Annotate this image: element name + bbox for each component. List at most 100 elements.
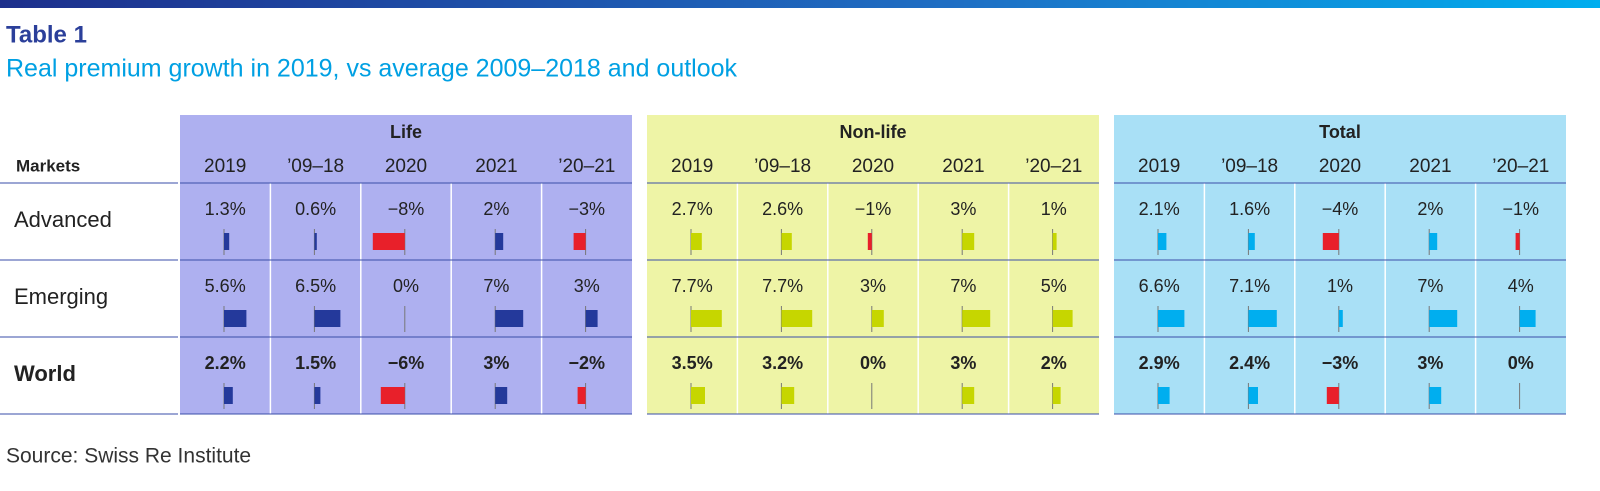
- cell-bar: [781, 233, 792, 250]
- cell-value: 7%: [950, 276, 976, 296]
- cell-value: −3%: [569, 199, 606, 219]
- column-header: 2020: [1319, 156, 1361, 177]
- column-header: ’09–18: [754, 156, 811, 177]
- cell-value: −4%: [1322, 199, 1359, 219]
- column-header: ’20–21: [1492, 156, 1549, 177]
- cell-bar: [495, 310, 524, 327]
- cell-bar: [1429, 310, 1458, 327]
- cell-bar: [1052, 310, 1073, 327]
- cell-value: 3%: [950, 199, 976, 219]
- column-header: 2019: [204, 156, 246, 177]
- cell-bar: [314, 310, 341, 327]
- cell-bar: [314, 233, 317, 250]
- group-background: [1114, 115, 1566, 414]
- cell-bar: [585, 310, 598, 327]
- cell-value: 1%: [1327, 276, 1353, 296]
- cell-bar: [372, 233, 405, 250]
- cell-bar: [781, 310, 813, 327]
- cell-value: −1%: [1503, 199, 1540, 219]
- cell-value: 7%: [483, 276, 509, 296]
- column-header: ’09–18: [287, 156, 344, 177]
- cell-value: 1%: [1041, 199, 1067, 219]
- cell-value: 7.1%: [1229, 276, 1270, 296]
- cell-value: 1.3%: [205, 199, 246, 219]
- cell-value: 2.2%: [205, 353, 246, 373]
- cell-bar: [691, 387, 705, 404]
- cell-value: 6.5%: [295, 276, 336, 296]
- cell-value: 0.6%: [295, 199, 336, 219]
- column-header: 2021: [942, 156, 984, 177]
- cell-value: 5.6%: [205, 276, 246, 296]
- cell-value: 3.2%: [762, 353, 803, 373]
- cell-bar: [1158, 233, 1167, 250]
- cell-value: −3%: [1322, 353, 1359, 373]
- top-bar: [0, 0, 1600, 8]
- row-name: World: [14, 361, 76, 386]
- cell-bar: [962, 310, 991, 327]
- cell-bar: [781, 387, 795, 404]
- row-name: Advanced: [14, 207, 112, 232]
- cell-value: 3%: [950, 353, 976, 373]
- column-header: 2019: [671, 156, 713, 177]
- cell-value: 0%: [1508, 353, 1534, 373]
- cell-value: 4%: [1508, 276, 1534, 296]
- cell-bar: [962, 387, 975, 404]
- cell-bar: [1338, 310, 1343, 327]
- cell-value: 2.1%: [1139, 199, 1180, 219]
- cell-bar: [1429, 233, 1438, 250]
- cell-bar: [691, 233, 702, 250]
- cell-bar: [1326, 387, 1339, 404]
- cell-value: 2.4%: [1229, 353, 1270, 373]
- table: Life 2019 ’09–18 2020 2021 ’20–21 Non-life 2019…: [0, 115, 1566, 415]
- source: Source: Swiss Re Institute: [6, 445, 251, 468]
- cell-value: 2%: [1041, 353, 1067, 373]
- cell-value: 5%: [1041, 276, 1067, 296]
- cell-value: 0%: [860, 353, 886, 373]
- group-name: Total: [1319, 122, 1361, 142]
- cell-bar: [1248, 310, 1277, 327]
- cell-bar: [1158, 387, 1170, 404]
- title: Table 1: [6, 21, 87, 48]
- cell-bar: [871, 310, 884, 327]
- column-header: ’09–18: [1221, 156, 1278, 177]
- cell-value: −6%: [388, 353, 425, 373]
- cell-value: 7.7%: [762, 276, 803, 296]
- cell-value: 7.7%: [672, 276, 713, 296]
- group-name: Life: [390, 122, 422, 142]
- cell-value: 1.5%: [295, 353, 336, 373]
- cell-bar: [1052, 233, 1057, 250]
- cell-bar: [495, 233, 504, 250]
- column-header: 2021: [1409, 156, 1451, 177]
- cell-bar: [224, 233, 230, 250]
- cell-value: 3%: [860, 276, 886, 296]
- cell-bar: [224, 387, 233, 404]
- cell-bar: [577, 387, 586, 404]
- cell-bar: [1322, 233, 1339, 250]
- row-name: Emerging: [14, 284, 108, 309]
- cell-value: 3%: [483, 353, 509, 373]
- group-name: Non-life: [840, 122, 907, 142]
- cell-bar: [691, 310, 722, 327]
- cell-value: 1.6%: [1229, 199, 1270, 219]
- cell-bar: [1515, 233, 1520, 250]
- cell-bar: [1519, 310, 1536, 327]
- cell-value: 3%: [574, 276, 600, 296]
- column-header: ’20–21: [1025, 156, 1082, 177]
- column-header: 2019: [1138, 156, 1180, 177]
- cell-value: 2.6%: [762, 199, 803, 219]
- row-header: Markets: [16, 156, 80, 175]
- cell-value: 3%: [1417, 353, 1443, 373]
- cell-bar: [314, 387, 321, 404]
- cell-bar: [380, 387, 405, 404]
- cell-value: 6.6%: [1139, 276, 1180, 296]
- column-header: 2020: [385, 156, 427, 177]
- column-header: 2020: [852, 156, 894, 177]
- cell-bar: [1248, 233, 1255, 250]
- cell-value: 3.5%: [672, 353, 713, 373]
- subtitle: Real premium growth in 2019, vs average …: [6, 55, 738, 83]
- cell-value: 0%: [393, 276, 419, 296]
- cell-value: 2.9%: [1139, 353, 1180, 373]
- cell-bar: [1248, 387, 1258, 404]
- column-header: ’20–21: [558, 156, 615, 177]
- column-header: 2021: [475, 156, 517, 177]
